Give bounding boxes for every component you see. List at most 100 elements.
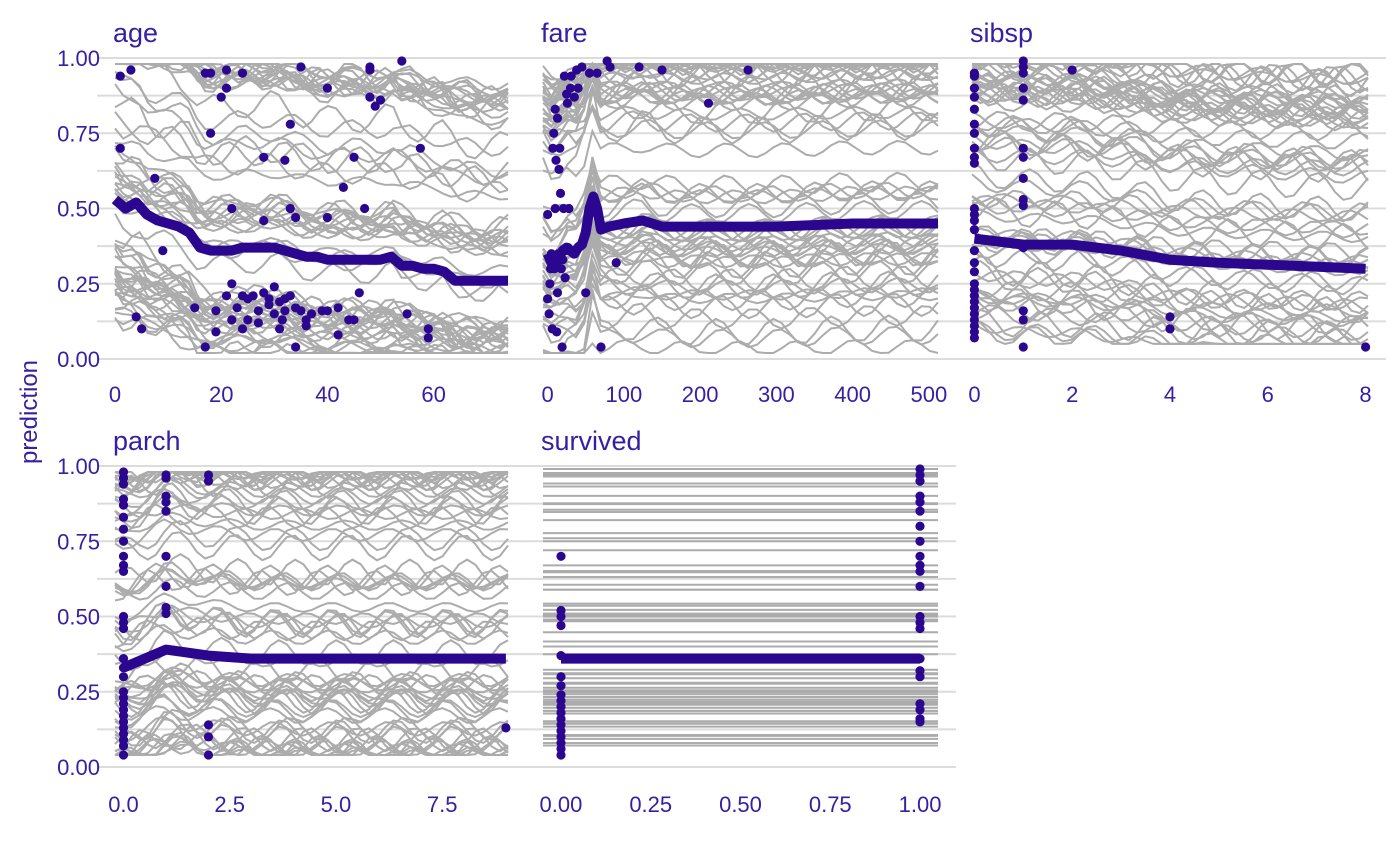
observation-point <box>969 83 980 93</box>
ice-curve <box>971 208 1369 244</box>
x-tick-label: 0.0 <box>108 792 139 817</box>
ice-curve <box>542 293 939 354</box>
ice-curve <box>114 96 509 194</box>
observation-point <box>564 203 574 214</box>
ice-curve <box>542 159 939 234</box>
observation-point <box>402 309 412 319</box>
facet-title-sibsp: sibsp <box>970 18 1033 48</box>
ice-curve <box>114 531 509 562</box>
observation-point <box>115 143 125 153</box>
x-tick-label: 60 <box>421 382 445 407</box>
observation-point <box>1018 68 1028 78</box>
observation-point <box>543 294 553 304</box>
ice-curve <box>114 230 509 350</box>
x-tick-label: 0.75 <box>809 792 852 817</box>
observation-point <box>161 581 171 592</box>
observation-point <box>501 723 511 733</box>
observation-point <box>551 155 561 165</box>
observation-point <box>150 173 160 183</box>
observation-point <box>592 68 602 78</box>
observation-point <box>161 551 171 561</box>
observation-point <box>549 128 559 138</box>
observation-point <box>322 306 332 316</box>
observation-point <box>243 315 253 325</box>
x-tick-label: 40 <box>315 382 339 407</box>
observation-point <box>556 681 566 691</box>
observation-point <box>562 98 573 108</box>
ice-curve <box>114 561 509 595</box>
observation-point <box>969 143 980 153</box>
ice-curve <box>542 65 939 132</box>
observation-point <box>605 62 615 72</box>
ice-curve <box>114 155 509 258</box>
x-tick-label: 100 <box>605 382 642 407</box>
observation-point <box>555 143 565 153</box>
observation-point <box>322 212 332 223</box>
observation-point <box>118 750 129 760</box>
observation-points <box>115 56 433 352</box>
ice-curve <box>115 63 509 160</box>
ice-curve <box>971 116 1369 174</box>
y-axis-title: prediction <box>16 360 43 464</box>
x-tick-label: 2 <box>1066 382 1078 407</box>
ice-curve <box>114 511 509 533</box>
facet-title-survived: survived <box>541 426 642 456</box>
observation-point <box>338 182 348 192</box>
observation-point <box>221 65 232 75</box>
observation-point <box>259 288 269 298</box>
observation-point <box>227 315 237 325</box>
observation-points <box>543 56 753 352</box>
observation-point <box>969 128 980 138</box>
ice-curve <box>114 680 509 719</box>
observation-point <box>349 152 359 162</box>
observation-points <box>556 464 925 760</box>
ice-curve <box>971 289 1369 318</box>
observation-point <box>161 497 171 507</box>
ice-curve <box>114 520 509 552</box>
ice-curve <box>971 244 1369 293</box>
observation-point <box>969 71 980 81</box>
panel-parch: parch 0.00 0.25 0.50 0.75 1.00 0.0 2.5 5.0 7.5 <box>57 426 526 817</box>
ice-curve <box>972 63 1369 94</box>
ice-curve <box>114 111 509 187</box>
observation-point <box>552 288 563 298</box>
ice-curve <box>971 304 1369 345</box>
observation-point <box>1067 65 1077 75</box>
panel-survived: survived 0.00 0.25 0.50 0.75 1.00 <box>525 426 956 817</box>
ice-curve <box>971 321 1368 345</box>
observation-point <box>1018 315 1028 325</box>
ice-curve <box>114 592 509 622</box>
observation-point <box>285 119 295 129</box>
observation-point <box>354 288 364 298</box>
observation-point <box>915 551 925 561</box>
x-tick-label: 0 <box>109 382 121 407</box>
ice-curve <box>542 169 939 241</box>
observation-point <box>552 113 563 123</box>
x-tick-label: 5.0 <box>321 792 352 817</box>
ice-curve <box>114 735 509 756</box>
ice-curve <box>114 601 509 646</box>
observation-point <box>556 551 566 561</box>
observation-point <box>118 623 129 634</box>
observation-point <box>280 155 290 165</box>
observation-point <box>200 342 210 352</box>
ice-curve <box>542 267 939 313</box>
observation-point <box>285 203 295 214</box>
observation-point <box>206 68 216 78</box>
observation-point <box>277 315 287 325</box>
observation-point <box>203 720 214 730</box>
observation-point <box>559 71 570 81</box>
observation-point <box>611 258 621 268</box>
ice-curve <box>971 63 1369 114</box>
observation-point <box>253 306 263 316</box>
x-tick-label: 8 <box>1359 382 1371 407</box>
x-tick-label: 500 <box>910 382 947 407</box>
ice-curve <box>114 669 509 703</box>
ice-curve <box>114 271 509 344</box>
observation-point <box>118 536 129 546</box>
observation-point <box>221 83 232 93</box>
ice-curve <box>114 165 509 252</box>
ice-curve <box>542 156 939 232</box>
observation-point <box>581 288 591 298</box>
ice-curve <box>542 104 939 135</box>
